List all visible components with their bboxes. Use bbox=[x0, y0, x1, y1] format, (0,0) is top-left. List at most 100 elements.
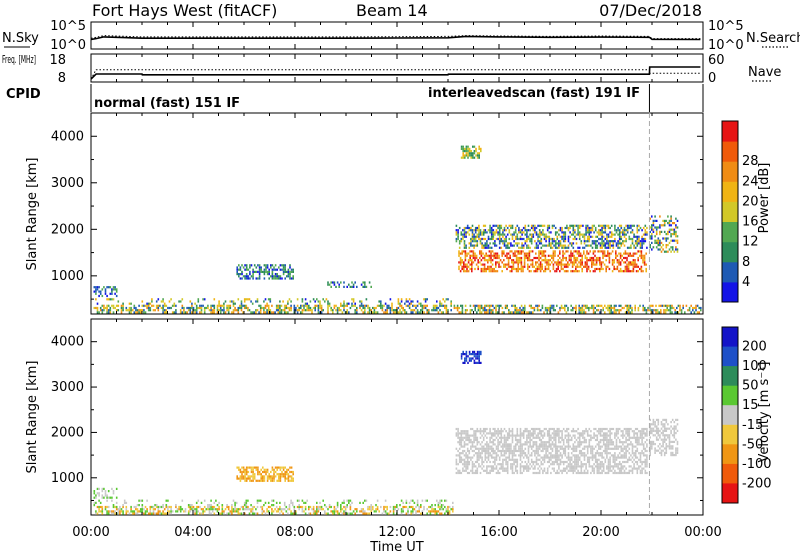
range-cell bbox=[660, 224, 663, 227]
range-cell bbox=[362, 311, 364, 314]
range-cell bbox=[474, 465, 477, 468]
range-cell bbox=[519, 436, 522, 439]
range-cell bbox=[611, 270, 614, 273]
range-cell bbox=[585, 454, 587, 457]
range-cell bbox=[488, 250, 491, 253]
range-cell bbox=[303, 306, 305, 310]
range-cell bbox=[581, 261, 583, 264]
range-cell bbox=[606, 467, 608, 470]
range-cell bbox=[227, 508, 230, 511]
range-cell bbox=[487, 229, 490, 232]
range-cell bbox=[410, 300, 412, 303]
range-cell bbox=[327, 508, 329, 511]
range-cell bbox=[527, 445, 530, 448]
range-cell bbox=[646, 233, 648, 236]
range-cell bbox=[474, 244, 477, 247]
range-cell bbox=[288, 508, 291, 511]
range-cell bbox=[471, 270, 473, 273]
range-cell bbox=[292, 277, 294, 280]
range-cell bbox=[558, 445, 560, 448]
range-cell bbox=[95, 496, 97, 499]
range-cell bbox=[549, 270, 551, 273]
range-cell bbox=[95, 288, 97, 291]
range-cell bbox=[208, 504, 211, 507]
range-cell bbox=[516, 430, 519, 433]
range-cell bbox=[508, 246, 511, 249]
range-cell bbox=[304, 309, 307, 312]
range-cell bbox=[213, 501, 216, 504]
range-cell bbox=[560, 267, 563, 271]
range-cell bbox=[336, 504, 339, 507]
range-cell bbox=[356, 508, 358, 511]
range-cell bbox=[303, 304, 305, 307]
range-cell bbox=[492, 434, 495, 437]
range-cell bbox=[223, 309, 225, 312]
range-cell bbox=[508, 443, 511, 446]
range-cell bbox=[468, 242, 471, 245]
range-cell bbox=[510, 467, 512, 470]
range-cell bbox=[588, 235, 591, 238]
range-cell bbox=[413, 508, 416, 511]
range-cell bbox=[336, 501, 339, 504]
range-cell bbox=[154, 512, 156, 515]
range-cell bbox=[574, 224, 576, 227]
range-cell bbox=[494, 467, 496, 470]
range-cell bbox=[465, 436, 467, 439]
range-cell bbox=[319, 302, 321, 305]
range-cell bbox=[572, 231, 575, 234]
range-cell bbox=[559, 458, 562, 461]
range-cell bbox=[540, 231, 543, 234]
range-cell bbox=[293, 311, 296, 314]
range-cell bbox=[502, 447, 504, 450]
range-cell bbox=[688, 306, 691, 310]
range-cell bbox=[604, 237, 607, 241]
range-cell bbox=[505, 441, 507, 444]
range-cell bbox=[522, 432, 525, 435]
range-cell bbox=[271, 508, 273, 511]
colorbar-tick-label: 28 bbox=[742, 154, 759, 169]
range-cell bbox=[532, 430, 535, 433]
range-cell bbox=[490, 226, 493, 230]
range-cell bbox=[96, 311, 99, 314]
range-cell bbox=[247, 477, 250, 480]
range-cell bbox=[271, 277, 274, 280]
range-cell bbox=[604, 443, 607, 446]
range-cell bbox=[534, 231, 536, 234]
range-cell bbox=[273, 477, 275, 480]
range-cell bbox=[617, 242, 619, 245]
range-cell bbox=[518, 229, 520, 232]
range-cell bbox=[420, 302, 422, 305]
range-cell bbox=[564, 244, 567, 247]
range-cell bbox=[649, 226, 651, 229]
range-cell bbox=[279, 468, 282, 471]
range-cell bbox=[104, 494, 107, 497]
range-cell bbox=[444, 306, 446, 310]
range-cell bbox=[478, 152, 480, 155]
range-cell bbox=[515, 259, 518, 262]
range-cell bbox=[624, 250, 627, 253]
range-cell bbox=[473, 229, 475, 232]
range-cell bbox=[692, 306, 694, 310]
range-cell bbox=[210, 309, 212, 312]
range-cell bbox=[482, 267, 484, 271]
range-cell bbox=[537, 458, 539, 461]
range-cell bbox=[465, 460, 467, 464]
range-cell bbox=[184, 311, 187, 314]
range-cell bbox=[234, 508, 236, 511]
range-cell bbox=[628, 224, 631, 227]
range-tick-label: 2000 bbox=[51, 222, 84, 237]
range-cell bbox=[512, 267, 515, 271]
range-cell bbox=[590, 229, 592, 232]
range-cell bbox=[552, 256, 555, 260]
range-cell bbox=[493, 270, 495, 273]
range-cell bbox=[616, 259, 619, 262]
range-cell bbox=[604, 460, 607, 464]
range-cell bbox=[541, 304, 544, 307]
range-cell bbox=[537, 244, 539, 247]
range-cell bbox=[562, 449, 565, 453]
range-cell bbox=[495, 254, 497, 257]
range-cell bbox=[577, 246, 579, 249]
range-cell bbox=[240, 304, 243, 307]
range-cell bbox=[541, 263, 543, 266]
range-cell bbox=[444, 512, 446, 515]
